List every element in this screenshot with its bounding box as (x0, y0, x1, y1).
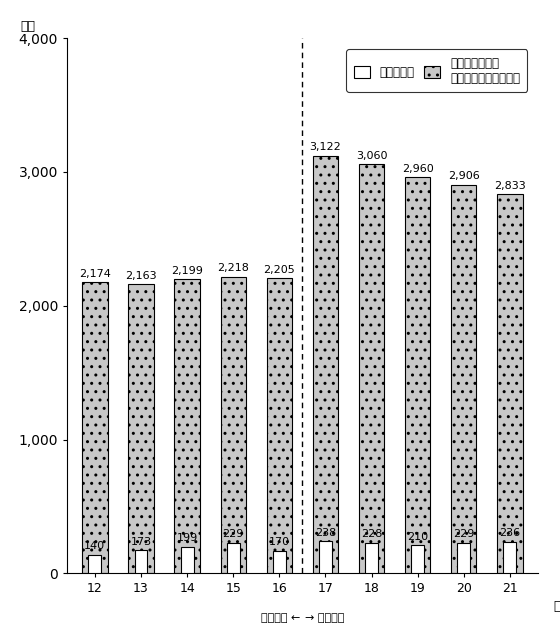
Bar (451, 185, 477, 573)
Text: 210: 210 (407, 532, 428, 542)
Bar (88, 555, 101, 573)
Bar (227, 543, 240, 573)
Text: 3,122: 3,122 (310, 142, 342, 152)
Text: 2,960: 2,960 (402, 164, 433, 174)
Text: 140: 140 (85, 541, 105, 551)
Text: 2,205: 2,205 (263, 265, 295, 275)
Text: 2,163: 2,163 (125, 271, 157, 281)
Bar (273, 550, 286, 573)
Bar (503, 541, 516, 573)
Bar (313, 155, 338, 573)
Bar (365, 543, 378, 573)
Text: 2,906: 2,906 (448, 171, 480, 181)
Text: 173: 173 (130, 537, 152, 547)
Bar (221, 276, 246, 573)
Bar (359, 164, 384, 573)
Text: 199: 199 (176, 533, 198, 543)
Bar (267, 278, 292, 573)
Bar (181, 547, 194, 573)
Bar (174, 279, 200, 573)
Text: 旧浜松市 ←: 旧浜松市 ← (261, 613, 300, 624)
Text: 3,060: 3,060 (356, 150, 388, 161)
X-axis label: 年度: 年度 (554, 600, 560, 613)
Bar (458, 543, 470, 573)
Legend: 市債借入額, 年度末市債残高
（実質的な市債残高）: 市債借入額, 年度末市債残高 （実質的な市債残高） (347, 50, 527, 92)
Bar (128, 284, 153, 573)
Bar (134, 550, 147, 573)
Bar (405, 177, 431, 573)
Text: 2,833: 2,833 (494, 181, 526, 191)
Text: 238: 238 (315, 528, 336, 538)
Text: 2,199: 2,199 (171, 266, 203, 276)
Bar (497, 194, 522, 573)
Bar (319, 541, 332, 573)
Bar (411, 545, 424, 573)
Text: 億円: 億円 (20, 20, 35, 33)
Bar (82, 282, 108, 573)
Text: 229: 229 (453, 529, 474, 540)
Text: 236: 236 (500, 528, 520, 538)
Text: → 新浜松市: → 新浜松市 (305, 613, 344, 624)
Text: 2,174: 2,174 (79, 269, 111, 279)
Text: 170: 170 (269, 537, 290, 547)
Text: 228: 228 (361, 529, 382, 540)
Text: 2,218: 2,218 (217, 263, 249, 273)
Text: 229: 229 (222, 529, 244, 540)
